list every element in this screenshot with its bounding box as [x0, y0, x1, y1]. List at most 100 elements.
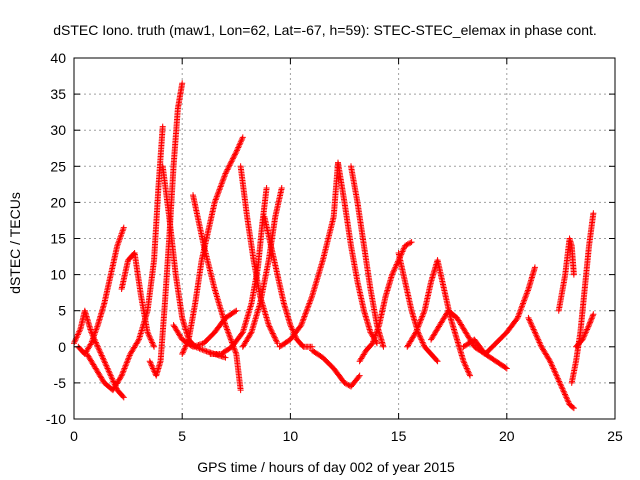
data-point — [535, 336, 542, 343]
data-point — [547, 359, 554, 366]
data-point — [391, 265, 398, 272]
y-tick-label: 5 — [58, 303, 66, 319]
data-point — [104, 365, 111, 372]
data-point — [531, 327, 538, 334]
data-point — [515, 313, 522, 320]
data-track-19 — [395, 249, 441, 365]
data-point — [523, 291, 530, 298]
data-point — [148, 338, 155, 345]
data-point — [308, 294, 315, 301]
data-point — [122, 362, 129, 369]
data-track-20 — [404, 257, 474, 379]
data-point — [580, 333, 587, 340]
data-point — [583, 327, 590, 334]
data-point — [227, 335, 234, 342]
data-point — [197, 346, 204, 353]
data-point — [524, 288, 531, 295]
data-point — [515, 312, 522, 319]
data-point — [584, 325, 591, 332]
data-point — [466, 371, 473, 378]
y-tick-label: 35 — [50, 86, 66, 102]
data-point — [419, 312, 426, 319]
y-tick-label: 20 — [50, 194, 66, 210]
data-point — [231, 152, 238, 159]
data-point — [561, 390, 568, 397]
data-point — [590, 210, 597, 217]
data-point — [518, 303, 525, 310]
data-point — [96, 346, 103, 353]
data-point — [120, 366, 127, 373]
data-point — [265, 322, 272, 329]
data-point — [270, 331, 277, 338]
data-point — [393, 262, 400, 269]
data-point — [303, 309, 310, 316]
data-point — [74, 331, 81, 338]
data-point — [120, 368, 127, 375]
data-point — [585, 323, 592, 330]
data-point — [461, 359, 468, 366]
data-point — [534, 335, 541, 342]
data-point — [96, 348, 103, 355]
data-point — [235, 143, 242, 150]
data-point — [224, 327, 231, 334]
data-point — [405, 240, 412, 247]
data-point — [516, 309, 523, 316]
data-point — [393, 261, 400, 268]
data-point — [179, 80, 186, 87]
data-point — [99, 355, 106, 362]
data-point — [403, 241, 410, 248]
data-point — [74, 332, 81, 339]
data-point — [72, 337, 79, 344]
data-point — [400, 245, 407, 252]
data-point — [297, 323, 304, 330]
x-tick-label: 0 — [70, 428, 78, 444]
data-track-26 — [573, 311, 597, 350]
data-point — [586, 322, 593, 329]
data-point — [519, 301, 526, 308]
data-point — [224, 326, 231, 333]
data-point — [125, 355, 132, 362]
x-tick-label: 25 — [607, 428, 623, 444]
data-point — [533, 332, 540, 339]
data-point — [97, 349, 104, 356]
data-point — [227, 336, 234, 343]
data-point — [342, 380, 349, 387]
data-point — [462, 362, 469, 369]
data-point — [149, 365, 156, 372]
data-point — [148, 361, 155, 368]
data-point — [554, 375, 561, 382]
data-point — [356, 372, 363, 379]
data-point — [269, 329, 276, 336]
data-point — [522, 294, 529, 301]
data-point — [119, 393, 126, 400]
data-point — [523, 290, 530, 297]
y-tick-label: 25 — [50, 158, 66, 174]
data-point — [465, 369, 472, 376]
data-point — [217, 184, 224, 191]
y-tick-label: -10 — [46, 411, 66, 427]
data-point — [408, 239, 415, 246]
data-point — [119, 369, 126, 376]
data-point — [228, 338, 235, 345]
data-point — [461, 361, 468, 368]
chart-title: dSTEC Iono. truth (maw1, Lon=62, Lat=-67… — [53, 22, 597, 38]
data-track-4 — [118, 249, 158, 350]
data-point — [239, 135, 246, 142]
data-point — [389, 270, 396, 277]
data-point — [304, 306, 311, 313]
data-point — [525, 314, 532, 321]
data-point — [232, 308, 239, 315]
data-point — [287, 322, 294, 329]
data-point — [300, 314, 307, 321]
data-point — [412, 330, 419, 337]
y-tick-label: 10 — [50, 267, 66, 283]
data-point — [304, 304, 311, 311]
data-point — [215, 187, 222, 194]
data-point — [464, 366, 471, 373]
data-point — [247, 330, 254, 337]
data-point — [233, 147, 240, 154]
data-point — [105, 366, 112, 373]
data-point — [524, 287, 531, 294]
data-track-11 — [237, 163, 281, 347]
data-point — [514, 314, 521, 321]
